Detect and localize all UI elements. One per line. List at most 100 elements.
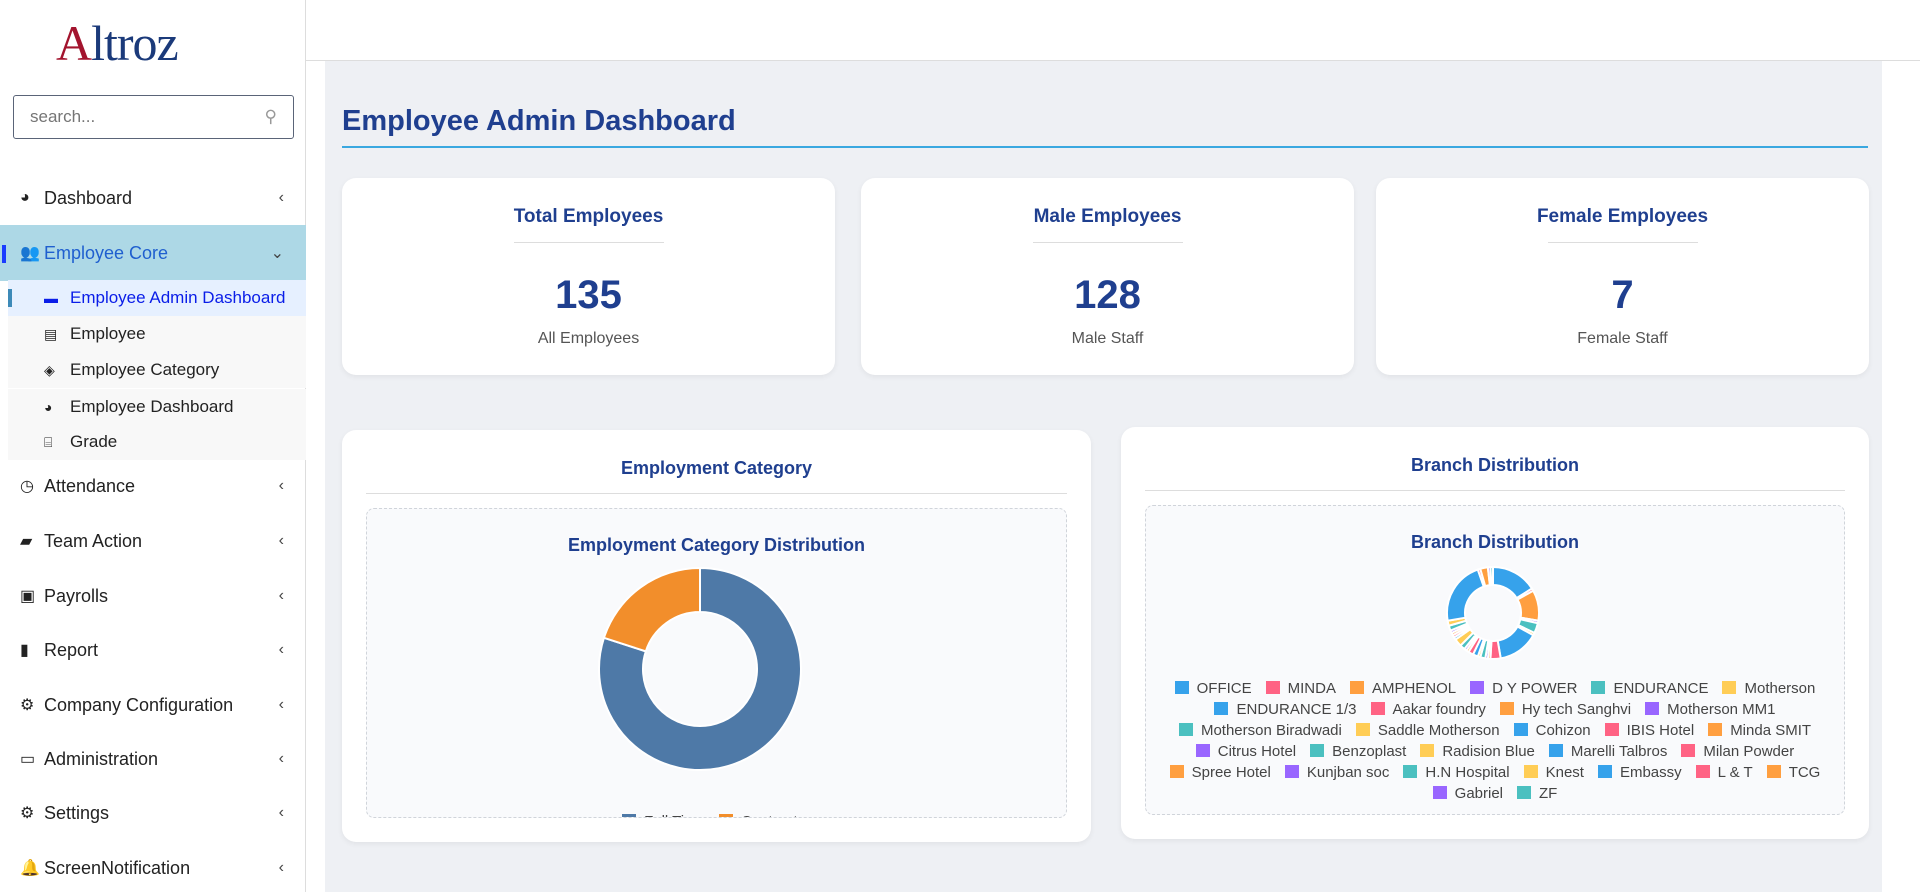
legend-item[interactable]: Embassy [1597, 764, 1682, 781]
chevron-left-icon: ‹ [278, 641, 284, 658]
legend-item[interactable]: TCG [1766, 764, 1820, 781]
legend-item[interactable]: Citrus Hotel [1195, 743, 1296, 760]
legend-item[interactable]: Benzoplast [1310, 743, 1406, 760]
legend-item[interactable]: Knest [1523, 764, 1584, 781]
legend-item[interactable]: Hy tech Sanghvi [1499, 701, 1631, 718]
id-card-icon: ▤ [44, 325, 58, 342]
legend-item[interactable]: Spree Hotel [1169, 764, 1271, 781]
sidebar-item-employee-core[interactable]: 👥 Employee Core ⌄ [0, 225, 306, 281]
users-icon: 👥 [20, 245, 40, 262]
card-title: Branch Distribution [1410, 455, 1579, 475]
branch-distribution-card: Branch Distribution Branch Distribution … [1121, 427, 1869, 839]
legend-item[interactable]: ENDURANCE 1/3 [1214, 701, 1357, 718]
sidebar-subitem-employee-category[interactable]: ◈ Employee Category [8, 352, 306, 388]
chart-title: Branch Distribution [1410, 532, 1579, 552]
slice-embassy[interactable] [1446, 568, 1486, 622]
legend-swatch [1513, 723, 1528, 736]
legend-swatch [1284, 765, 1299, 778]
main-content: Employee Admin Dashboard Total Employees… [325, 61, 1882, 892]
legend-item[interactable]: AMPHENOL [1349, 680, 1456, 697]
sidebar: Altroz ⚲ ◕Dashboard‹ 👥Employee Core⌄ ◷Atte… [0, 0, 306, 892]
desktop-icon: ▭ [20, 751, 36, 768]
sidebar-subitem-employee-dashboard[interactable]: ◕ Employee Dashboard [8, 389, 306, 425]
legend-item[interactable]: ZF [1517, 785, 1557, 802]
chevron-down-icon: ⌄ [270, 245, 284, 262]
legend-item[interactable]: L & T [1695, 764, 1753, 781]
legend-item[interactable]: Marelli Talbros [1548, 743, 1667, 760]
search-input[interactable] [30, 107, 230, 127]
chart-title: Employment Category Distribution [567, 535, 866, 555]
sidebar-item-dashboard[interactable]: ◕ Dashboard ‹ [20, 187, 284, 208]
slice-zf[interactable] [1489, 565, 1494, 587]
legend-item[interactable]: Cohizon [1513, 722, 1591, 739]
chevron-left-icon: ‹ [278, 587, 284, 604]
stat-card: Female Employees 7 Female Staff [1376, 178, 1869, 375]
legend-swatch [1517, 786, 1532, 799]
legend-item[interactable]: Saddle Motherson [1355, 722, 1500, 739]
legend-item[interactable]: Minda SMIT [1708, 722, 1811, 739]
branch-donut-chart [1446, 565, 1540, 660]
sidebar-item-attendance[interactable]: ◷ Attendance ‹ [20, 475, 284, 496]
card-title: Employment Category [620, 458, 813, 478]
legend-item[interactable]: Aakar foundry [1370, 701, 1486, 718]
sidebar-subitem-employee[interactable]: ▤ Employee [8, 316, 306, 352]
slice-contractor[interactable] [602, 566, 701, 653]
legend-item[interactable]: Motherson Biradwadi [1178, 722, 1342, 739]
legend-swatch [1169, 765, 1184, 778]
search-box[interactable]: ⚲ [13, 95, 294, 139]
legend-item[interactable]: IBIS Hotel [1604, 722, 1694, 739]
sidebar-subitem-employee-admin-dashboard[interactable]: ▬ Employee Admin Dashboard [8, 280, 306, 316]
sidebar-item-settings[interactable]: ⚙ Settings ‹ [20, 802, 284, 823]
tags-icon: ◈ [44, 361, 55, 378]
sidebar-item-team-action[interactable]: ▰ Team Action ‹ [20, 530, 284, 551]
legend-item[interactable]: Motherson [1722, 680, 1815, 697]
slice-endurance-1-3[interactable] [1496, 625, 1535, 660]
chevron-left-icon: ‹ [278, 532, 284, 549]
legend-swatch [1523, 765, 1538, 778]
tachometer-icon: ◕ [20, 189, 30, 206]
chevron-left-icon: ‹ [278, 859, 284, 876]
legend-item[interactable]: D Y POWER [1470, 680, 1577, 697]
gear-icon: ⚙ [20, 805, 35, 822]
sidebar-item-payrolls[interactable]: ▣ Payrolls ‹ [20, 585, 284, 606]
legend-swatch [622, 814, 637, 817]
legend-item[interactable]: Milan Powder [1681, 743, 1794, 760]
stat-value: 7 [1611, 273, 1634, 317]
legend-swatch [718, 814, 733, 817]
legend-swatch [1548, 744, 1563, 757]
sidebar-item-administration[interactable]: ▭ Administration ‹ [20, 748, 284, 769]
legend-item[interactable]: Gabriel [1432, 785, 1503, 802]
search-icon[interactable]: ⚲ [264, 107, 277, 126]
legend-item[interactable]: H.N Hospital [1403, 764, 1510, 781]
clock-icon: ◷ [20, 478, 34, 495]
slice-full-time[interactable] [597, 566, 802, 771]
legend-item[interactable]: ENDURANCE [1591, 680, 1708, 697]
stat-card: Total Employees 135 All Employees [342, 178, 835, 375]
sidebar-subitem-grade[interactable]: ⌸ Grade [8, 424, 306, 460]
stat-value: 128 [1074, 273, 1141, 317]
sidebar-item-company-configuration[interactable]: ⚙ Company Configuration ‹ [20, 694, 284, 715]
page-title: Employee Admin Dashboard [342, 105, 736, 137]
stat-value: 135 [555, 273, 622, 317]
legend-item[interactable]: MINDA [1265, 680, 1336, 697]
stat-label: Female Staff [1577, 330, 1668, 347]
legend-item[interactable]: Contractor [718, 813, 811, 817]
legend-item[interactable]: Full Time [622, 813, 705, 817]
legend-item[interactable]: OFFICE [1174, 680, 1252, 697]
employment-donut-chart [597, 566, 802, 771]
legend-swatch [1403, 765, 1418, 778]
legend-item[interactable]: Radision Blue [1420, 743, 1535, 760]
legend-swatch [1722, 681, 1737, 694]
legend-item[interactable]: Motherson MM1 [1645, 701, 1776, 718]
legend-item[interactable]: Kunjban soc [1284, 764, 1389, 781]
legend-swatch [1604, 723, 1619, 736]
legend-swatch [1499, 702, 1514, 715]
sitemap-icon: ⌸ [44, 433, 53, 450]
sidebar-item-report[interactable]: ▮ Report ‹ [20, 639, 284, 660]
legend-swatch [1214, 702, 1229, 715]
legend-swatch [1708, 723, 1723, 736]
title-divider [342, 146, 1868, 148]
stat-label: Male Staff [1071, 330, 1144, 347]
tachometer-icon: ◕ [44, 399, 53, 415]
sidebar-item-screennotification[interactable]: 🔔 ScreenNotification ‹ [20, 857, 284, 878]
